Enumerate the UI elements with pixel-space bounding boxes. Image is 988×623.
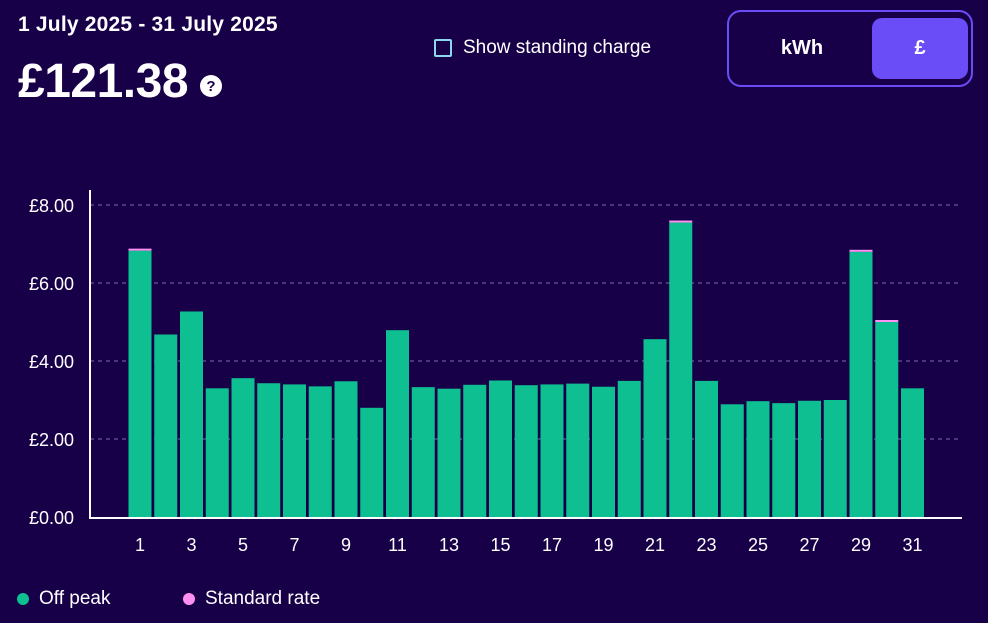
bar-off-peak [231, 378, 255, 517]
standing-charge-checkbox[interactable] [434, 39, 452, 57]
x-tick-label: 19 [593, 535, 613, 555]
date-range: 1 July 2025 - 31 July 2025 [18, 13, 278, 36]
bar-off-peak [540, 384, 564, 517]
bar-off-peak [205, 388, 229, 517]
x-tick-label: 3 [186, 535, 196, 555]
standard-rate-dot-icon [183, 593, 195, 605]
x-tick-label: 13 [439, 535, 459, 555]
x-tick-label: 11 [388, 535, 407, 555]
bar-off-peak [411, 387, 435, 517]
bar-standard-rate [128, 248, 152, 251]
bar-off-peak [360, 407, 384, 517]
y-tick-label: £4.00 [29, 352, 74, 372]
y-tick-label: £8.00 [29, 196, 74, 216]
x-tick-label: 5 [238, 535, 248, 555]
daily-cost-chart: £0.00£2.00£4.00£6.00£8.001 3 5 7 9 11 13 15 17 19… [29, 190, 962, 555]
bar-off-peak [386, 330, 409, 517]
bar-off-peak [849, 251, 873, 518]
bar-off-peak [514, 385, 538, 517]
bar-standard-rate [849, 249, 873, 252]
x-tick-label: 27 [799, 535, 819, 555]
legend-item-off-peak: Off peak [17, 588, 110, 610]
y-tick-label: £0.00 [29, 508, 74, 528]
legend-item-standard-rate: Standard rate [183, 588, 320, 610]
x-tick-label: 21 [645, 535, 665, 555]
bar-off-peak [283, 384, 306, 517]
y-tick-label: £2.00 [29, 430, 74, 450]
bar-off-peak [695, 380, 718, 517]
bar-off-peak [154, 334, 178, 517]
y-tick-label: £6.00 [29, 274, 74, 294]
bar-off-peak [669, 222, 693, 518]
bar-off-peak [643, 339, 667, 517]
bar-off-peak [746, 401, 770, 517]
bar-off-peak [180, 311, 203, 517]
x-tick-label: 15 [490, 535, 510, 555]
x-tick-label: 1 [135, 535, 145, 555]
bar-off-peak [720, 404, 744, 517]
total-cost-group: £121.38 ? [18, 54, 223, 110]
bar-off-peak [566, 383, 590, 517]
total-cost: £121.38 [18, 55, 189, 108]
bar-off-peak [437, 388, 461, 517]
unit-option-kwh[interactable]: kWh [780, 37, 824, 59]
x-tick-label: 23 [696, 535, 716, 555]
standing-charge-toggle[interactable]: Show standing charge [434, 37, 651, 59]
off-peak-dot-icon [17, 593, 29, 605]
standing-charge-label: Show standing charge [463, 37, 652, 58]
bar-off-peak [592, 386, 615, 517]
bar-off-peak [823, 400, 847, 517]
x-tick-label: 29 [851, 535, 871, 555]
legend-label-standard-rate: Standard rate [205, 588, 321, 609]
bar-off-peak [308, 386, 332, 517]
unit-toggle: kWh £ [727, 10, 973, 87]
x-tick-label: 25 [748, 535, 768, 555]
bar-off-peak [901, 388, 924, 517]
bar-off-peak [798, 400, 821, 517]
bar-standard-rate [669, 220, 693, 223]
unit-option-pounds[interactable]: £ [872, 18, 968, 79]
x-tick-label: 31 [902, 535, 922, 555]
bar-off-peak [128, 250, 152, 517]
bar-off-peak [334, 381, 358, 517]
x-tick-label: 17 [542, 535, 562, 555]
bar-standard-rate [875, 320, 899, 322]
x-tick-label: 9 [341, 535, 351, 555]
bar-off-peak [875, 322, 899, 517]
help-icon[interactable]: ? [200, 75, 223, 97]
bar-off-peak [463, 384, 487, 517]
bar-off-peak [489, 380, 512, 517]
bar-off-peak [257, 383, 281, 517]
x-tick-label: 7 [289, 535, 299, 555]
bar-off-peak [617, 380, 641, 517]
legend-label-off-peak: Off peak [39, 588, 111, 609]
bar-off-peak [772, 403, 796, 517]
